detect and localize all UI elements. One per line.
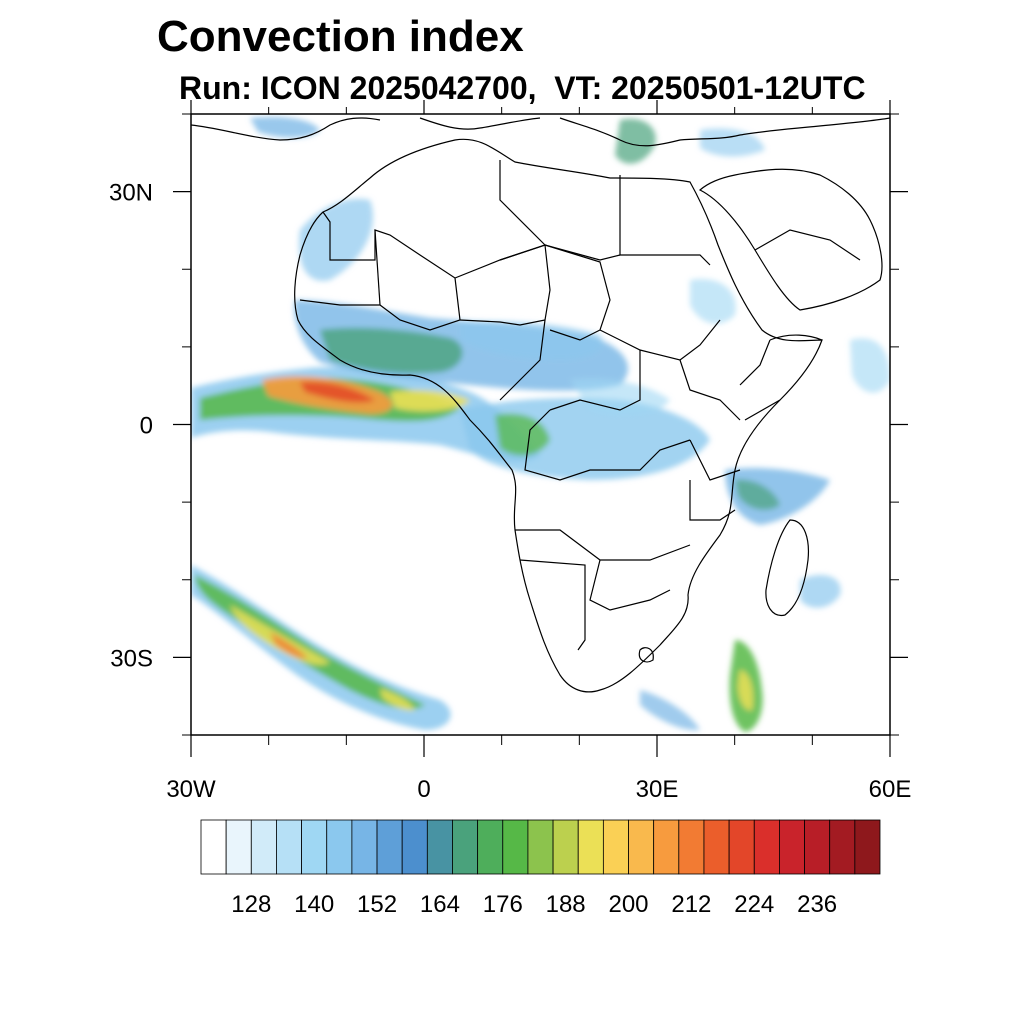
colorbar-swatch [552, 819, 579, 875]
colorbar-swatch [326, 819, 353, 875]
colorbar-swatch [678, 819, 705, 875]
colorbar-swatch [854, 819, 881, 875]
colorbar-swatch [728, 819, 755, 875]
colorbar-label: 212 [671, 891, 711, 918]
colorbar-swatch [477, 819, 504, 875]
lon-tick-label: 30W [166, 776, 216, 803]
colorbar-swatch [527, 819, 554, 875]
colorbar-swatch [426, 819, 453, 875]
lat-tick-label: 30N [109, 180, 153, 207]
colorbar-swatch [250, 819, 277, 875]
colorbar-label: 236 [797, 891, 837, 918]
convection-field [191, 116, 890, 732]
colorbar-swatch [653, 819, 680, 875]
lon-tick-label: 30E [636, 776, 679, 803]
figure-subtitle: Run: ICON 2025042700, VT: 20250501-12UTC [179, 70, 866, 106]
colorbar-label: 224 [734, 891, 774, 918]
colorbar-swatch [376, 819, 403, 875]
colorbar-swatch [753, 819, 780, 875]
lat-tick-label: 30S [110, 645, 153, 672]
colorbar-label: 152 [357, 891, 397, 918]
lon-tick-label: 0 [417, 776, 430, 803]
colorbar [200, 819, 881, 875]
colorbar-swatch [301, 819, 328, 875]
colorbar-label: 164 [420, 891, 460, 918]
coastlines-and-borders [191, 117, 890, 693]
colorbar-swatch [200, 819, 227, 875]
colorbar-swatch [401, 819, 428, 875]
colorbar-swatch [779, 819, 805, 875]
colorbar-swatch [452, 819, 479, 875]
colorbar-label: 188 [546, 891, 586, 918]
colorbar-swatch [502, 819, 529, 875]
colorbar-label: 140 [294, 891, 334, 918]
colorbar-swatch [829, 819, 856, 875]
madagascar-coastline [765, 519, 810, 617]
figure-title: Convection index [157, 12, 524, 61]
lon-tick-label: 60E [869, 776, 912, 803]
colorbar-labels: 128 140 152 164 176 188 200 212 224 236 [231, 891, 837, 918]
colorbar-swatch [628, 819, 655, 875]
colorbar-label: 176 [483, 891, 523, 918]
colorbar-swatch [804, 819, 831, 875]
colorbar-swatch [703, 819, 730, 875]
field-south-atlantic-front-core [195, 575, 425, 710]
colorbar-label: 200 [608, 891, 648, 918]
map-tick-labels: 30N 0 30S 30W 0 30E 60E [109, 180, 911, 803]
map-ticks [173, 100, 908, 757]
colorbar-swatch [225, 819, 252, 875]
colorbar-swatch [577, 819, 604, 875]
colorbar-swatch [276, 819, 302, 875]
colorbar-label: 128 [231, 891, 271, 918]
lat-tick-label: 0 [140, 413, 153, 440]
colorbar-swatch [602, 819, 629, 875]
colorbar-swatch [351, 819, 378, 875]
africa-coastline [294, 138, 823, 693]
